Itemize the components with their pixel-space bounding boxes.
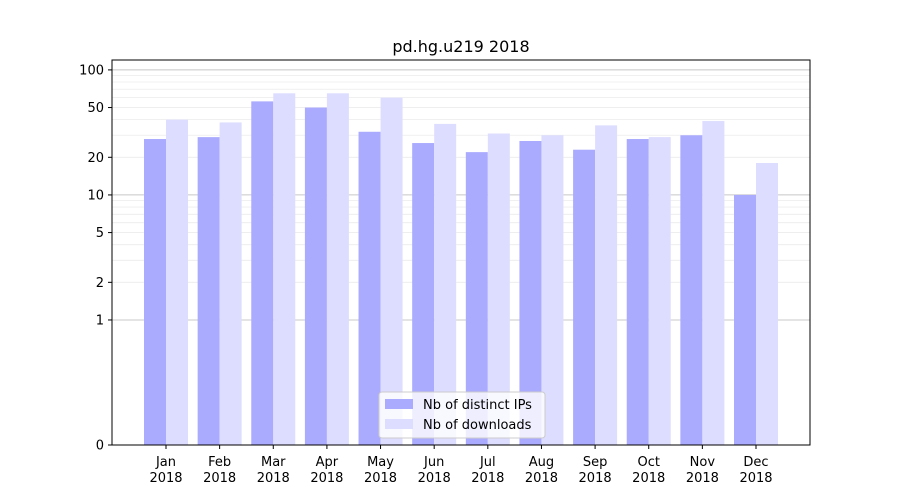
y-tick-label: 10 — [87, 188, 104, 203]
y-tick-label: 100 — [79, 63, 104, 78]
x-tick-label-month: Jul — [479, 455, 496, 470]
x-tick-label-year: 2018 — [203, 471, 236, 486]
x-tick-label-month: Dec — [743, 455, 768, 470]
legend-swatch — [385, 399, 413, 409]
legend-box — [378, 391, 546, 439]
x-tick-label-year: 2018 — [418, 471, 451, 486]
x-tick-label-month: Apr — [316, 455, 339, 470]
bar-distinct-ips — [465, 152, 488, 445]
bar-distinct-ips — [197, 137, 220, 445]
bar-downloads — [487, 133, 510, 445]
bar-downloads — [380, 97, 403, 445]
bar-downloads — [756, 163, 778, 445]
x-tick-label-month: Feb — [208, 455, 231, 470]
bar-downloads — [541, 135, 564, 445]
x-axis: Jan2018Feb2018Mar2018Apr2018May2018Jun20… — [149, 445, 773, 486]
bar-downloads — [434, 123, 457, 445]
x-tick-label-year: 2018 — [471, 471, 504, 486]
y-axis: 0 1 2 5 10 20 50 100 — [79, 63, 112, 454]
y-tick-label: 5 — [96, 226, 104, 241]
bar-downloads — [702, 121, 725, 446]
x-tick-label-month: Sep — [583, 455, 608, 470]
bar-distinct-ips — [412, 143, 435, 445]
bar-downloads — [595, 125, 618, 445]
bar-downloads — [648, 137, 671, 445]
x-tick-label-month: Jun — [423, 455, 444, 470]
bar-distinct-ips — [519, 140, 542, 445]
y-tick-label: 1 — [96, 313, 104, 328]
bar-distinct-ips — [680, 135, 703, 445]
y-tick-label: 0 — [96, 439, 104, 454]
bar-distinct-ips — [358, 131, 381, 445]
x-tick-label-month: Nov — [690, 455, 716, 470]
bar-downloads — [273, 93, 296, 446]
bars-layer — [144, 93, 778, 446]
plot-frame — [111, 59, 811, 446]
y-tick-label: 2 — [96, 276, 104, 291]
bar-distinct-ips — [251, 101, 274, 445]
legend-label: Nb of distinct IPs — [423, 398, 532, 413]
chart-title: pd.hg.u219 2018 — [392, 37, 529, 56]
bar-distinct-ips — [734, 194, 756, 445]
y-tick-label: 50 — [87, 101, 104, 116]
x-tick-label-month: Oct — [637, 455, 659, 470]
bar-distinct-ips — [573, 149, 596, 446]
x-tick-label-year: 2018 — [686, 471, 719, 486]
x-tick-label-year: 2018 — [579, 471, 612, 486]
y-tick-label: 20 — [87, 151, 104, 166]
x-tick-label-month: Mar — [261, 455, 286, 470]
bar-downloads — [219, 122, 242, 445]
x-tick-label-year: 2018 — [364, 471, 397, 486]
bar-distinct-ips — [304, 107, 327, 446]
x-tick-label-year: 2018 — [739, 471, 772, 486]
x-tick-label-year: 2018 — [525, 471, 558, 486]
x-tick-label-month: Jan — [155, 455, 176, 470]
x-tick-label-year: 2018 — [257, 471, 290, 486]
bar-downloads — [326, 93, 349, 446]
x-tick-label-month: May — [367, 455, 394, 470]
legend: Nb of distinct IPs Nb of downloads — [378, 391, 546, 439]
x-tick-label-year: 2018 — [310, 471, 343, 486]
legend-label: Nb of downloads — [423, 418, 532, 433]
x-tick-label-year: 2018 — [632, 471, 665, 486]
bar-distinct-ips — [626, 139, 649, 445]
legend-swatch — [385, 419, 413, 429]
x-tick-label-year: 2018 — [149, 471, 182, 486]
bar-downloads — [166, 119, 188, 446]
bar-distinct-ips — [144, 139, 166, 445]
x-tick-label-month: Aug — [529, 455, 554, 470]
